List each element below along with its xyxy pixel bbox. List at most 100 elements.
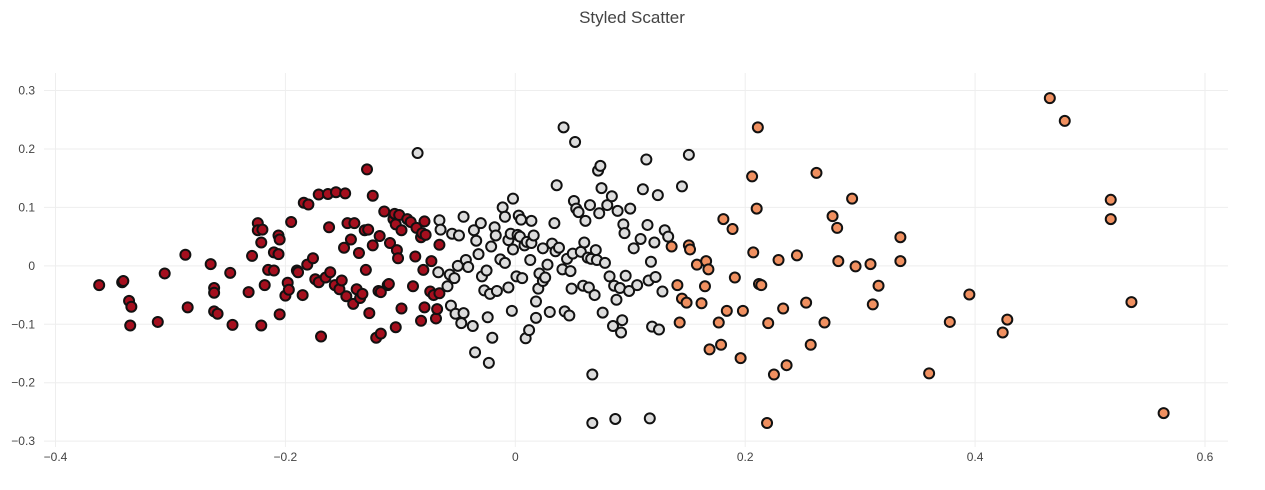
scatter-point[interactable]	[594, 159, 607, 172]
scatter-point[interactable]	[211, 307, 224, 320]
scatter-point[interactable]	[665, 240, 678, 253]
scatter-point[interactable]	[485, 240, 498, 253]
scatter-point[interactable]	[651, 189, 664, 202]
scatter-point[interactable]	[255, 319, 268, 332]
scatter-point[interactable]	[338, 241, 351, 254]
scatter-point[interactable]	[406, 280, 419, 293]
scatter-point[interactable]	[224, 266, 237, 279]
scatter-point[interactable]	[474, 217, 487, 230]
scatter-point[interactable]	[715, 338, 728, 351]
scatter-point[interactable]	[455, 317, 468, 330]
scatter-point[interactable]	[800, 296, 813, 309]
scatter-point[interactable]	[894, 255, 907, 268]
scatter-point[interactable]	[242, 286, 255, 299]
scatter-point[interactable]	[507, 243, 520, 256]
scatter-point[interactable]	[352, 246, 365, 259]
scatter-point[interactable]	[457, 210, 470, 223]
scatter-point[interactable]	[361, 163, 374, 176]
scatter-point[interactable]	[726, 223, 739, 236]
scatter-point[interactable]	[564, 265, 577, 278]
scatter-point[interactable]	[695, 297, 708, 310]
scatter-point[interactable]	[596, 306, 609, 319]
scatter-point[interactable]	[382, 277, 395, 290]
scatter-point[interactable]	[623, 284, 636, 297]
scatter-point[interactable]	[441, 280, 454, 293]
scatter-point[interactable]	[418, 215, 431, 228]
scatter-point[interactable]	[624, 202, 637, 215]
scatter-point[interactable]	[1104, 193, 1117, 206]
scatter-point[interactable]	[498, 256, 511, 269]
scatter-point[interactable]	[392, 252, 405, 265]
scatter-point[interactable]	[747, 246, 760, 259]
scatter-point[interactable]	[746, 170, 759, 183]
scatter-point[interactable]	[557, 121, 570, 134]
scatter-point[interactable]	[682, 148, 695, 161]
scatter-point[interactable]	[643, 412, 656, 425]
scatter-point[interactable]	[124, 319, 137, 332]
scatter-point[interactable]	[652, 323, 665, 336]
scatter-point[interactable]	[751, 121, 764, 134]
scatter-point[interactable]	[462, 261, 475, 274]
scatter-point[interactable]	[432, 266, 445, 279]
scatter-point[interactable]	[804, 338, 817, 351]
scatter-point[interactable]	[208, 286, 221, 299]
scatter-point[interactable]	[761, 417, 774, 430]
scatter-point[interactable]	[523, 324, 536, 337]
scatter-point[interactable]	[374, 286, 387, 299]
scatter-point[interactable]	[490, 284, 503, 297]
scatter-point[interactable]	[698, 280, 711, 293]
scatter-point[interactable]	[395, 224, 408, 237]
scatter-point[interactable]	[963, 288, 976, 301]
scatter-point[interactable]	[736, 304, 749, 317]
scatter-point[interactable]	[702, 263, 715, 276]
scatter-point[interactable]	[539, 271, 552, 284]
scatter-point[interactable]	[586, 368, 599, 381]
scatter-point[interactable]	[1125, 296, 1138, 309]
scatter-point[interactable]	[489, 229, 502, 242]
scatter-point[interactable]	[373, 230, 386, 243]
scatter-point[interactable]	[846, 192, 859, 205]
scatter-point[interactable]	[433, 238, 446, 251]
scatter-point[interactable]	[717, 213, 730, 226]
scatter-point[interactable]	[810, 166, 823, 179]
scatter-point[interactable]	[348, 217, 361, 230]
scatter-point[interactable]	[780, 359, 793, 372]
scatter-point[interactable]	[296, 289, 309, 302]
scatter-point[interactable]	[480, 264, 493, 277]
scatter-point[interactable]	[579, 214, 592, 227]
scatter-point[interactable]	[362, 223, 375, 236]
scatter-point[interactable]	[565, 282, 578, 295]
scatter-point[interactable]	[181, 301, 194, 314]
scatter-point[interactable]	[472, 248, 485, 261]
scatter-point[interactable]	[366, 239, 379, 252]
scatter-point[interactable]	[563, 309, 576, 322]
scatter-point[interactable]	[158, 267, 171, 280]
scatter-point[interactable]	[1058, 114, 1071, 127]
scatter-point[interactable]	[93, 279, 106, 292]
scatter-point[interactable]	[389, 321, 402, 334]
scatter-point[interactable]	[584, 199, 597, 212]
scatter-point[interactable]	[246, 249, 259, 262]
scatter-point[interactable]	[636, 183, 649, 196]
scatter-point[interactable]	[548, 217, 561, 230]
scatter-point[interactable]	[411, 147, 424, 160]
scatter-point[interactable]	[425, 255, 438, 268]
scatter-point[interactable]	[434, 223, 447, 236]
scatter-point[interactable]	[524, 254, 537, 266]
scatter-point[interactable]	[619, 269, 632, 282]
scatter-point[interactable]	[818, 316, 831, 329]
scatter-point[interactable]	[505, 304, 518, 317]
scatter-point[interactable]	[662, 230, 675, 243]
scatter-point[interactable]	[204, 258, 217, 271]
scatter-point[interactable]	[258, 279, 271, 292]
scatter-point[interactable]	[356, 287, 369, 300]
scatter-point[interactable]	[656, 285, 669, 298]
scatter-point[interactable]	[340, 290, 353, 303]
scatter-point[interactable]	[755, 279, 768, 292]
scatter-point[interactable]	[285, 216, 298, 229]
scatter-point[interactable]	[282, 283, 295, 296]
scatter-point[interactable]	[335, 274, 348, 287]
scatter-point[interactable]	[448, 272, 461, 285]
scatter-point[interactable]	[777, 302, 790, 315]
scatter-point[interactable]	[996, 326, 1009, 339]
